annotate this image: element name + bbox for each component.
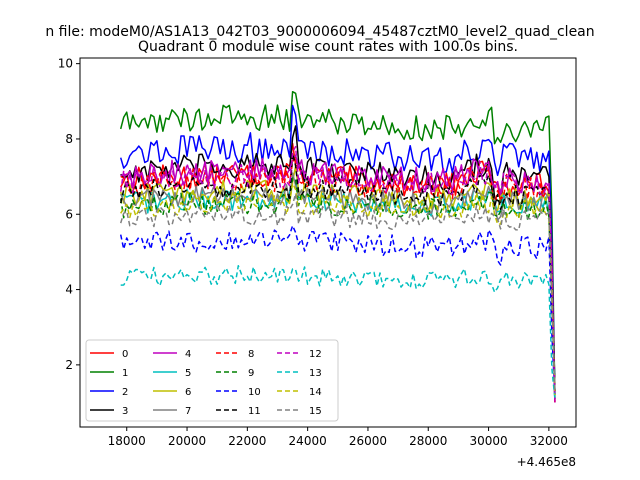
figure-suptitle: n file: modeM0/AS1A13_042T03_9000006094_…: [45, 24, 594, 40]
series-line-6: [119, 165, 556, 396]
y-axis: 2 4 6 8 10: [58, 57, 80, 372]
series-line-14: [120, 182, 556, 396]
legend-label-11: 11: [248, 406, 261, 417]
series-line-10: [119, 225, 556, 396]
y-tick-label: 6: [65, 207, 73, 221]
legend-label-15: 15: [309, 406, 322, 417]
series-line-4: [120, 154, 556, 403]
series-layer: [119, 90, 556, 403]
series-line-13: [120, 265, 556, 399]
y-tick-label: 8: [65, 132, 73, 146]
legend-label-9: 9: [248, 368, 254, 379]
legend-label-12: 12: [309, 349, 322, 360]
legend-label-8: 8: [248, 349, 254, 360]
legend-frame: [85, 339, 339, 422]
legend-label-7: 7: [185, 406, 191, 417]
x-axis: 18000 20000 22000 24000 26000 28000 30000 32000: [108, 427, 568, 448]
plot-frame: [79, 57, 577, 428]
series-line-7: [120, 172, 556, 392]
x-axis-offset-label: +4.465e8: [517, 455, 576, 469]
x-tick-label: 28000: [409, 434, 447, 448]
legend-label-3: 3: [122, 406, 128, 417]
legend-label-14: 14: [309, 387, 322, 398]
legend-label-10: 10: [248, 387, 261, 398]
x-tick-label: 24000: [289, 434, 327, 448]
y-tick-label: 4: [65, 283, 73, 297]
y-tick-label: 2: [65, 358, 73, 372]
y-tick-label: 10: [58, 57, 73, 71]
x-tick-label: 22000: [228, 434, 266, 448]
x-tick-label: 26000: [349, 434, 387, 448]
series-line-12: [119, 145, 556, 403]
x-tick-label: 32000: [530, 434, 568, 448]
series-line-0: [120, 142, 556, 403]
legend-label-4: 4: [185, 349, 191, 360]
chart-title: Quadrant 0 module wise count rates with …: [138, 39, 518, 55]
x-tick-label: 18000: [108, 434, 146, 448]
legend-label-2: 2: [122, 387, 128, 398]
legend-label-5: 5: [185, 368, 191, 379]
legend-label-0: 0: [122, 349, 128, 360]
legend-label-13: 13: [309, 368, 322, 379]
legend-label-1: 1: [122, 368, 128, 379]
series-line-2: [119, 104, 556, 396]
legend-label-6: 6: [185, 387, 191, 398]
series-line-8: [120, 155, 556, 403]
series-line-9: [119, 177, 556, 399]
x-tick-label: 30000: [469, 434, 507, 448]
series-line-1: [119, 90, 556, 399]
x-tick-label: 20000: [168, 434, 206, 448]
